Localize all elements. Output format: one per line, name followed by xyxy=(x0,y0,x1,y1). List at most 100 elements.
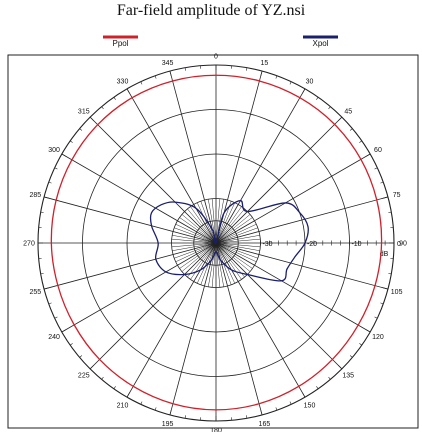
grid-spoke-fine xyxy=(215,242,221,288)
grid-spoke-fine xyxy=(211,198,217,244)
grid-spoke xyxy=(43,242,217,290)
grid-spoke-fine xyxy=(215,223,257,244)
angle-tick xyxy=(374,316,378,319)
grid-spoke xyxy=(215,242,263,416)
angle-label: 300 xyxy=(48,147,60,154)
grid-spoke-fine xyxy=(181,242,217,272)
series-ppol xyxy=(50,74,383,411)
angle-tick xyxy=(154,75,157,79)
angle-tick xyxy=(289,81,292,85)
angle-tick xyxy=(302,88,306,94)
radial-label: -10 xyxy=(351,241,361,248)
grid-spoke-fine xyxy=(196,202,217,244)
angle-label: 180 xyxy=(210,428,222,432)
grid-spoke-fine xyxy=(172,242,217,251)
angle-tick xyxy=(40,273,44,275)
angle-label: 150 xyxy=(304,402,316,409)
angle-tick xyxy=(126,392,130,398)
angle-label: 105 xyxy=(391,289,403,296)
angle-label: 30 xyxy=(306,79,314,86)
angle-tick xyxy=(388,273,392,275)
angle-label: 45 xyxy=(344,108,352,115)
grid-spoke-fine xyxy=(215,242,224,287)
grid-spoke-fine xyxy=(181,214,217,244)
angle-tick xyxy=(54,167,58,170)
angle-tick xyxy=(349,128,353,131)
angle-label: 0 xyxy=(214,54,218,61)
angle-tick xyxy=(275,407,278,411)
angle-tick xyxy=(246,67,248,71)
grid-spoke-fine xyxy=(215,227,258,244)
grid-spoke-fine xyxy=(215,242,242,280)
radial-label: -30 xyxy=(262,241,272,248)
grid-spoke-fine xyxy=(174,227,217,244)
grid-spoke-fine xyxy=(190,206,217,244)
angle-tick xyxy=(359,140,362,143)
grid-spoke xyxy=(215,242,371,333)
angle-tick xyxy=(316,97,319,100)
grid-spoke-fine xyxy=(179,242,217,269)
radial-label: -20 xyxy=(307,241,317,248)
radial-label: 0 xyxy=(397,241,401,248)
angle-tick xyxy=(43,196,49,199)
angle-tick xyxy=(388,211,392,213)
angle-tick xyxy=(380,302,384,305)
grid-spoke-fine xyxy=(187,242,217,278)
angle-label: 270 xyxy=(23,241,35,248)
legend-label: Xpol xyxy=(312,39,328,48)
grid-spoke xyxy=(169,242,217,416)
grid-spoke-fine xyxy=(215,242,253,269)
grid-spoke-fine xyxy=(211,242,217,288)
angle-tick xyxy=(349,355,353,358)
grid-spoke-fine xyxy=(175,223,217,244)
grid-spoke xyxy=(89,116,217,244)
grid-spoke xyxy=(215,242,306,398)
grid-spoke xyxy=(126,242,217,398)
grid-spoke-fine xyxy=(171,238,217,244)
angle-tick xyxy=(338,365,343,370)
angle-tick xyxy=(79,128,83,131)
angle-tick xyxy=(48,302,52,305)
grid-spoke-fine xyxy=(215,202,236,244)
angle-label: 120 xyxy=(372,334,384,341)
angle-tick xyxy=(140,401,143,405)
grid-spoke-fine xyxy=(215,242,236,284)
angle-tick xyxy=(48,181,52,184)
angle-tick xyxy=(79,355,83,358)
grid-spoke xyxy=(215,242,389,290)
angle-tick xyxy=(169,410,172,416)
angle-tick xyxy=(113,386,116,389)
angle-tick xyxy=(101,376,104,380)
angle-tick xyxy=(275,75,278,79)
angle-tick xyxy=(374,167,378,170)
angle-tick xyxy=(383,287,389,290)
angle-tick xyxy=(101,106,104,110)
angle-label: 195 xyxy=(162,421,174,428)
angle-tick xyxy=(260,410,263,416)
angle-tick xyxy=(43,287,49,290)
angle-tick xyxy=(302,392,306,398)
angle-tick xyxy=(89,116,94,121)
grid-spoke-fine xyxy=(171,242,217,248)
grid-spoke-fine xyxy=(175,242,217,263)
angle-label: 345 xyxy=(162,60,174,67)
angle-label: 330 xyxy=(117,79,129,86)
angle-label: 135 xyxy=(342,373,354,380)
grid-spoke-fine xyxy=(215,199,224,244)
grid-spoke-fine xyxy=(215,242,258,259)
angle-tick xyxy=(126,88,130,94)
angle-label: 225 xyxy=(78,373,90,380)
radial-unit-label: dB xyxy=(380,251,389,258)
angle-tick xyxy=(365,153,371,157)
grid-spoke xyxy=(126,88,217,244)
grid-spoke-fine xyxy=(215,238,261,244)
grid-spoke-fine xyxy=(215,214,251,244)
grid-spoke xyxy=(43,196,217,244)
angle-label: 60 xyxy=(374,147,382,154)
angle-tick xyxy=(70,140,73,143)
angle-label: 255 xyxy=(30,289,42,296)
angle-label: 165 xyxy=(259,421,271,428)
grid-spoke-fine xyxy=(215,208,245,244)
grid-spoke xyxy=(89,242,217,370)
angle-tick xyxy=(54,316,58,319)
